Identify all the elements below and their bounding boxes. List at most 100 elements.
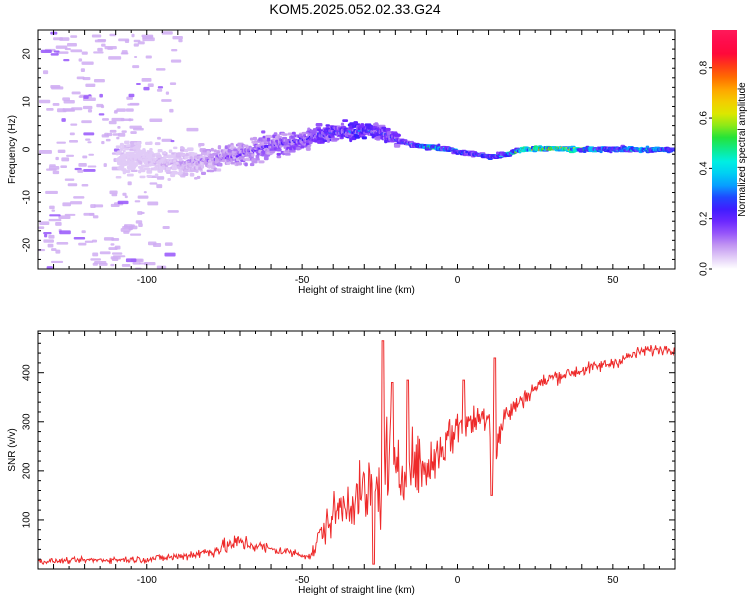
ridge-cell <box>258 160 265 164</box>
noise-cell <box>39 99 51 104</box>
y-axis-title: SNR (v/v) <box>7 428 18 471</box>
noise-cell <box>70 49 83 53</box>
noise-cell <box>170 59 182 63</box>
ridge-cell <box>300 145 305 149</box>
noise-cell <box>141 77 152 82</box>
ridge-cell <box>156 154 162 159</box>
ridge-cell <box>122 149 126 153</box>
noise-cell <box>98 113 105 116</box>
noise-cell <box>81 51 88 55</box>
ridge-cell <box>115 175 122 179</box>
noise-cell <box>172 35 183 40</box>
noise-cell <box>162 225 170 229</box>
noise-cell <box>77 169 84 173</box>
noise-cell <box>116 108 126 112</box>
noise-cell <box>110 203 120 208</box>
noise-cell <box>132 262 141 265</box>
ridge-cell <box>196 175 201 179</box>
ridge-cell <box>153 167 159 171</box>
y-tick-label: 10 <box>22 96 33 108</box>
noise-cell <box>71 107 83 111</box>
noise-cell <box>57 108 65 113</box>
ridge-cell <box>262 135 266 139</box>
noise-cell <box>74 167 82 171</box>
ridge-cell <box>340 122 345 126</box>
noise-cell <box>48 218 62 222</box>
noise-cell <box>55 249 61 254</box>
x-tick-label: 50 <box>607 575 619 586</box>
ridge-cell <box>209 169 215 173</box>
noise-cell <box>52 102 60 106</box>
noise-cell <box>157 86 164 89</box>
noise-cell <box>97 47 103 52</box>
noise-cell <box>82 105 93 110</box>
ridge-cell <box>195 169 199 173</box>
noise-cell <box>100 104 105 109</box>
ridge-cell <box>393 143 401 148</box>
ridge-cell <box>124 169 131 174</box>
ridge-cell <box>184 156 189 160</box>
noise-cell <box>43 231 52 235</box>
ridge-cell <box>375 136 381 139</box>
noise-cell <box>165 91 170 95</box>
ridge-cell <box>290 135 295 139</box>
noise-cell <box>58 215 71 219</box>
ridge-cell <box>673 149 675 152</box>
ridge-cell <box>152 153 156 158</box>
ridge-cell <box>226 159 230 163</box>
ridge-cell <box>252 136 258 141</box>
ridge-cell <box>273 132 278 136</box>
y-tick-label: 100 <box>22 511 33 528</box>
ridge-cell <box>361 136 367 140</box>
noise-cell <box>137 211 143 215</box>
noise-cell <box>84 240 94 243</box>
colorbar-tick-label: 0.6 <box>699 111 710 125</box>
x-tick-label: -100 <box>137 275 157 286</box>
noise-cell <box>40 49 52 54</box>
noise-cell <box>125 258 137 263</box>
ridge-cell <box>126 173 134 177</box>
ridge-cell <box>371 135 375 139</box>
noise-cell <box>128 93 135 98</box>
noise-cell <box>82 77 91 81</box>
noise-cell <box>164 242 173 246</box>
noise-cell <box>64 213 76 216</box>
noise-cell <box>73 236 86 240</box>
ridge-cell <box>115 145 122 149</box>
ridge-cell <box>279 145 283 148</box>
ridge-cell <box>374 122 379 127</box>
noise-cell <box>144 261 156 266</box>
noise-cell <box>132 65 140 69</box>
noise-cell <box>117 200 129 205</box>
noise-cell <box>85 138 91 141</box>
ridge-cell <box>284 152 291 156</box>
noise-cell <box>70 201 83 205</box>
noise-cell <box>46 168 57 171</box>
noise-cell <box>99 251 111 255</box>
ridge-cell <box>171 170 178 175</box>
noise-cell <box>133 127 144 131</box>
ridge-cell <box>224 146 228 149</box>
ridge-cell <box>262 150 266 155</box>
noise-cell <box>109 33 117 37</box>
ridge-cell <box>200 171 206 176</box>
ridge-cell <box>121 146 125 150</box>
ridge-cell <box>139 175 146 179</box>
noise-cell <box>81 120 92 124</box>
noise-cell <box>156 176 165 180</box>
ridge-cell <box>124 140 130 145</box>
noise-cell <box>39 221 50 226</box>
ridge-cell <box>168 149 173 154</box>
noise-cell <box>46 266 53 269</box>
ridge-cell <box>178 157 183 162</box>
noise-cell <box>118 38 130 42</box>
noise-cell <box>111 252 123 255</box>
ridge-cell <box>135 144 139 148</box>
noise-cell <box>137 41 145 45</box>
snr-frame <box>37 330 676 570</box>
noise-cell <box>103 237 114 241</box>
noise-cell <box>69 132 75 136</box>
noise-cell <box>105 138 111 142</box>
noise-cell <box>116 136 120 140</box>
ridge-cell <box>124 147 130 151</box>
